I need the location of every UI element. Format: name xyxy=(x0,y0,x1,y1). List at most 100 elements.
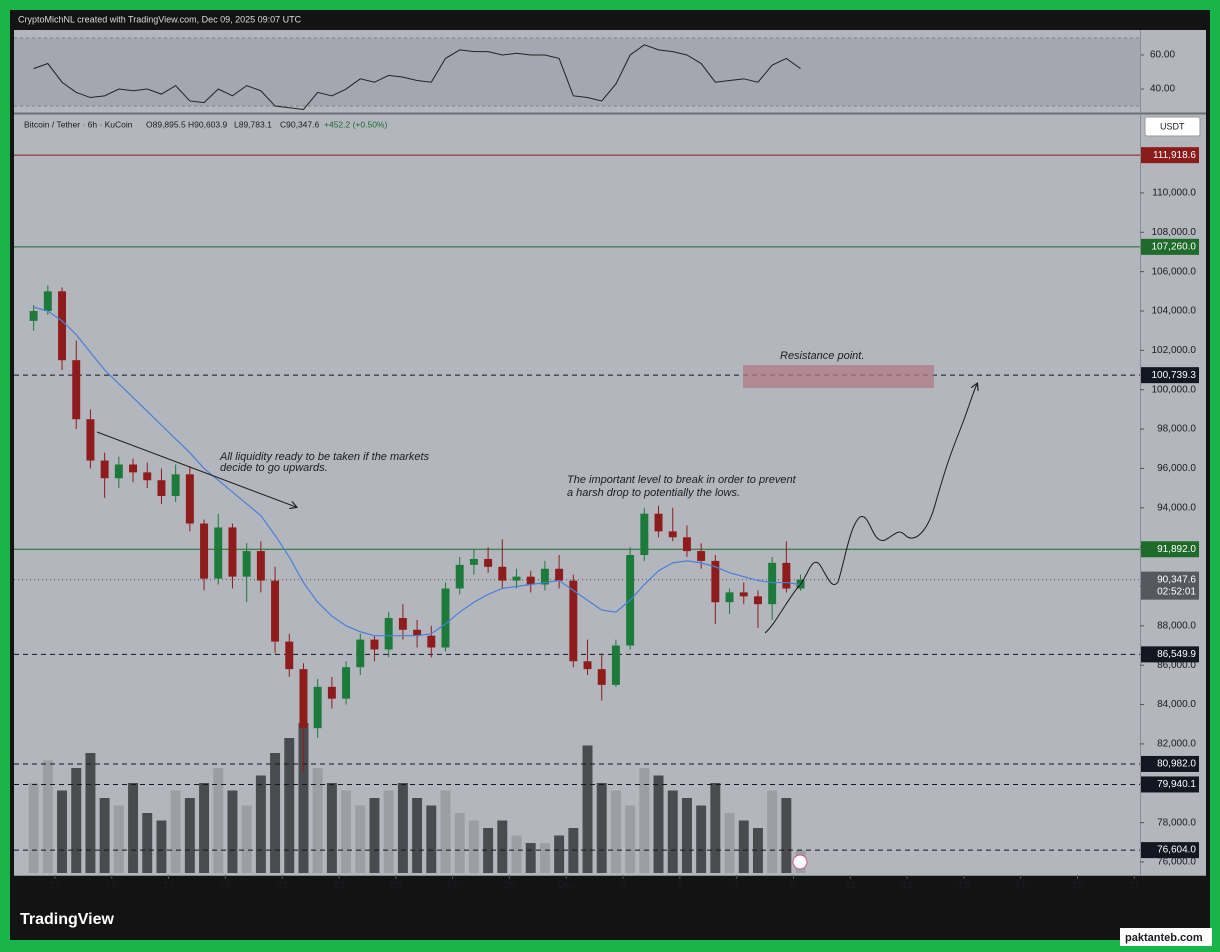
annotation: Resistance point. xyxy=(780,350,864,362)
countdown: 02:52:01 xyxy=(1157,586,1196,597)
x-tick-label: 3 xyxy=(620,879,626,891)
volume-bar xyxy=(554,835,565,873)
volume-bar xyxy=(369,798,380,873)
candle-body xyxy=(498,566,507,581)
annotation: a harsh drop to potentially the lows. xyxy=(567,487,740,499)
volume-bar xyxy=(582,745,593,873)
volume-bar xyxy=(525,843,536,873)
price-tag xyxy=(1141,646,1199,663)
volume-bar xyxy=(397,783,408,873)
volume-bar xyxy=(412,798,423,873)
candle-body xyxy=(711,560,720,603)
candle-body xyxy=(242,551,251,577)
projection-path xyxy=(764,384,977,634)
x-tick-label: 19 xyxy=(1072,879,1084,891)
high-label: H90,603.9 xyxy=(188,119,227,129)
candle-body xyxy=(768,562,777,605)
volume-bar xyxy=(241,805,252,873)
candle-body xyxy=(441,588,450,648)
price-tag xyxy=(1141,571,1199,600)
y-tick-label: 94,000.0 xyxy=(1157,502,1196,513)
x-tick-label: 27 xyxy=(447,879,459,891)
y-tick-label: 82,000.0 xyxy=(1157,739,1196,750)
resistance-zone xyxy=(743,365,934,388)
candle-body xyxy=(58,291,67,361)
y-tick-label: 104,000.0 xyxy=(1152,306,1197,317)
rsi-tick-label: 60.00 xyxy=(1150,50,1175,61)
candle-body xyxy=(427,635,436,648)
candle-body xyxy=(200,523,209,579)
x-tick-label: 13 xyxy=(49,879,61,891)
x-tick-label: 19 xyxy=(220,879,232,891)
candle-body xyxy=(299,669,308,729)
candle-body xyxy=(100,460,109,479)
volume-bar xyxy=(667,790,678,873)
moving-average xyxy=(33,306,801,637)
candle-body xyxy=(171,474,180,496)
currency-label: USDT xyxy=(1160,121,1185,131)
y-tick-label: 102,000.0 xyxy=(1152,345,1197,356)
price-tag xyxy=(1141,367,1199,384)
volume-bar xyxy=(724,813,735,873)
volume-bar xyxy=(42,760,53,873)
volume-bar xyxy=(57,790,67,873)
x-tick-label: 11 xyxy=(845,879,856,891)
x-tick-label: 13 xyxy=(901,879,913,891)
candle-body xyxy=(682,537,691,552)
candle-body xyxy=(72,360,81,420)
candle-body xyxy=(313,686,322,729)
volume-bar xyxy=(28,783,39,873)
logo: TradingView xyxy=(20,911,115,928)
watermark-bg xyxy=(1120,928,1212,946)
annotation: All liquidity ready to be taken if the m… xyxy=(219,451,430,463)
close-label: C90,347.6 xyxy=(280,119,319,129)
y-tick-label: 108,000.0 xyxy=(1152,227,1197,238)
volume-bar xyxy=(539,843,550,873)
volume-bar xyxy=(270,753,281,873)
volume-bar xyxy=(454,813,465,873)
x-tick-label: 5 xyxy=(677,879,683,891)
candle-body xyxy=(143,472,152,481)
price-tag-label: 111,918.6 xyxy=(1153,150,1196,161)
volume-bar xyxy=(85,753,96,873)
volume-bar xyxy=(341,790,352,873)
volume-bar xyxy=(355,805,366,873)
candle-body xyxy=(654,513,663,532)
x-tick-label: 23 xyxy=(333,879,345,891)
candle-body xyxy=(114,464,123,479)
price-tag-label: 86,549.9 xyxy=(1157,649,1196,660)
volume-bar xyxy=(71,768,82,873)
event-icon[interactable] xyxy=(792,854,808,870)
volume-bar xyxy=(511,835,522,873)
candle-body xyxy=(555,568,564,581)
rsi-pane: 40.00 60.00 xyxy=(14,37,1175,110)
x-tick-label: Dec xyxy=(557,879,576,891)
volume-bar xyxy=(610,790,621,873)
candle-body xyxy=(455,564,464,589)
annotation: The important level to break in order to… xyxy=(567,474,797,486)
volume-bar xyxy=(156,820,167,873)
price-tag xyxy=(1141,755,1199,772)
volume-bar xyxy=(199,783,210,873)
price-tag xyxy=(1141,776,1199,793)
volume-bar xyxy=(468,820,479,873)
candle-body xyxy=(228,527,237,577)
currency-button[interactable] xyxy=(1144,116,1201,137)
arrow xyxy=(96,431,296,507)
volume-bar xyxy=(497,820,508,873)
volume-bar xyxy=(752,828,763,873)
volume-bar xyxy=(383,790,394,873)
price-tag-label: 91,892.0 xyxy=(1157,544,1196,555)
price-tag xyxy=(1141,842,1199,859)
candle-body xyxy=(29,310,38,321)
price-tag-label: 90,347.6 xyxy=(1157,574,1196,585)
chart-area xyxy=(14,30,1206,876)
candle-body xyxy=(256,551,265,581)
symbol: Bitcoin / Tether · 6h · KuCoin xyxy=(24,119,133,129)
volume-bar xyxy=(170,790,181,873)
open-label: O89,895.5 xyxy=(146,119,186,129)
x-tick-label: 9 xyxy=(791,879,797,891)
price-tag-label: 76,604.0 xyxy=(1157,845,1196,856)
header-text: CryptoMichNL created with TradingView.co… xyxy=(18,14,302,24)
price-tag-label: 80,982.0 xyxy=(1157,759,1196,770)
